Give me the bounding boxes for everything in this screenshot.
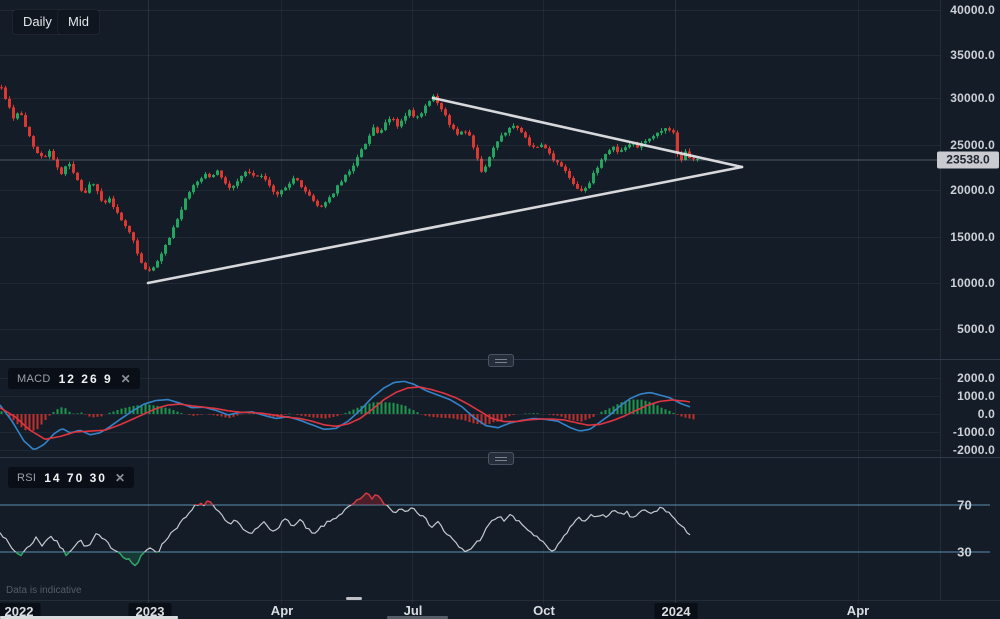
- time-axis-label-jul[interactable]: Jul: [403, 603, 423, 618]
- time-axis[interactable]: 2022 2023 Apr Jul Oct 2024 Apr: [0, 600, 1000, 619]
- macd-axis-label: 2000.0: [957, 371, 995, 385]
- price-axis-label: 30000.0: [950, 91, 995, 105]
- rsi-series: [0, 492, 692, 567]
- price-axis-label: 25000.0: [950, 138, 995, 152]
- scroll-progress-bar[interactable]: [0, 616, 178, 619]
- macd-divider-handle[interactable]: [488, 354, 514, 367]
- timeframe-mid-button[interactable]: Mid: [58, 10, 99, 34]
- timeframe-daily-button[interactable]: Daily: [13, 10, 62, 34]
- price-axis-label: 35000.0: [950, 48, 995, 62]
- last-price-badge: 23538.0: [937, 151, 999, 169]
- macd-axis-label: 0.0: [977, 407, 995, 421]
- rsi-axis-label: 70: [957, 497, 972, 513]
- rsi-params: 14 70 30: [44, 470, 107, 485]
- macd-params: 12 26 9: [58, 371, 113, 386]
- macd-close-icon[interactable]: ✕: [120, 371, 131, 386]
- rsi-legend: RSI 14 70 30 ✕: [8, 467, 135, 488]
- data-indicative-watermark: Data is indicative: [6, 585, 82, 596]
- price-axis-label: 15000.0: [950, 230, 995, 244]
- macd-legend: MACD 12 26 9 ✕: [8, 368, 140, 389]
- macd-axis-label: 1000.0: [957, 389, 995, 403]
- macd-axis-label: -1000.0: [952, 425, 995, 439]
- time-axis-label-oct[interactable]: Oct: [533, 603, 555, 618]
- macd-series: [0, 380, 695, 450]
- price-axis-label: 10000.0: [950, 276, 995, 290]
- time-axis-label-2023[interactable]: 2023: [128, 603, 172, 619]
- price-axis-label: 40000.0: [950, 3, 995, 17]
- time-axis-label-2022[interactable]: 2022: [0, 603, 41, 619]
- rsi-close-icon[interactable]: ✕: [114, 470, 126, 485]
- x-axis-drag-handle[interactable]: [346, 597, 362, 600]
- rsi-guide-lines: [0, 504, 990, 553]
- rsi-title: RSI: [17, 471, 37, 484]
- scroll-range-bar[interactable]: [387, 616, 448, 619]
- price-axis-label: 5000.0: [957, 322, 995, 336]
- rsi-divider-handle[interactable]: [488, 452, 514, 465]
- time-axis-label-apr[interactable]: Apr: [846, 603, 870, 618]
- time-axis-label-2024[interactable]: 2024: [654, 603, 698, 619]
- macd-title: MACD: [17, 372, 51, 385]
- triangle-trendlines[interactable]: [146, 96, 744, 285]
- time-axis-label-apr[interactable]: Apr: [270, 603, 294, 618]
- price-axis-label: 20000.0: [950, 183, 995, 197]
- candlestick-series: [0, 84, 699, 272]
- rsi-axis-label: 30: [957, 544, 972, 560]
- macd-axis-label: -2000.0: [952, 443, 995, 457]
